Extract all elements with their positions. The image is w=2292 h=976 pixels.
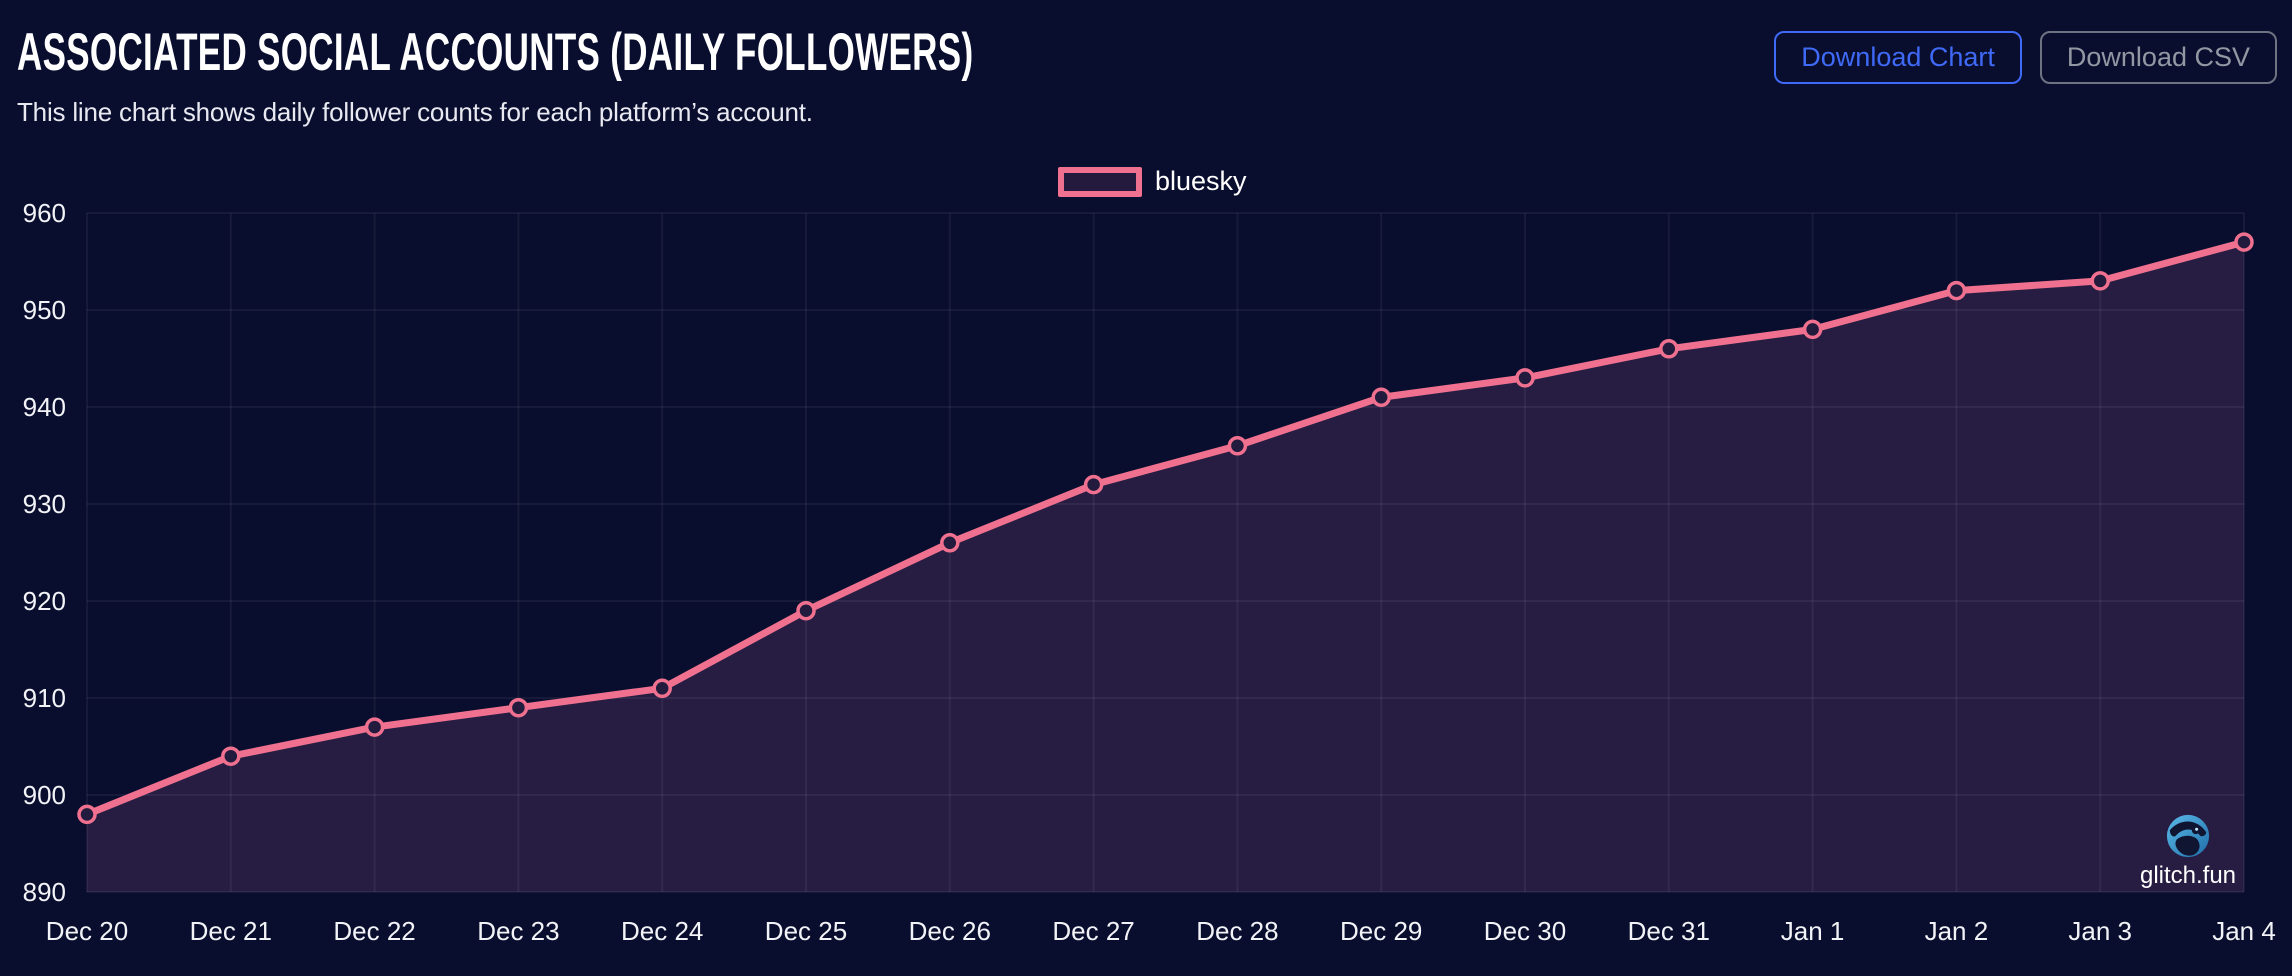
data-point[interactable] (1802, 319, 1823, 340)
x-axis-tick-label: Dec 24 (621, 916, 703, 946)
data-point[interactable] (1515, 368, 1535, 388)
x-axis-tick-label: Dec 20 (46, 916, 128, 946)
toolbar: Download Chart Download CSV (1774, 31, 2277, 84)
data-point[interactable] (2090, 271, 2110, 291)
y-axis-tick-label: 900 (23, 780, 66, 810)
page-title: ASSOCIATED SOCIAL ACCOUNTS (DAILY FOLLOW… (17, 23, 974, 82)
x-axis-tick-label: Dec 21 (190, 916, 272, 946)
data-point[interactable] (1227, 436, 1248, 456)
x-axis-tick-label: Dec 26 (909, 916, 991, 946)
x-axis-tick-label: Jan 2 (1925, 916, 1989, 946)
y-axis-tick-label: 960 (23, 198, 66, 228)
series-area-fill (87, 242, 2244, 893)
series-line-bluesky (83, 238, 2248, 818)
data-point[interactable] (221, 746, 241, 766)
legend-label: bluesky (1155, 166, 1247, 196)
x-axis-tick-label: Dec 27 (1052, 916, 1134, 946)
x-axis-tick-label: Dec 25 (765, 916, 847, 946)
data-point[interactable] (1946, 280, 1967, 301)
data-point[interactable] (2234, 232, 2254, 252)
x-axis-tick-label: Dec 31 (1628, 916, 1710, 946)
page-subtitle: This line chart shows daily follower cou… (17, 97, 813, 127)
data-point[interactable] (508, 697, 529, 718)
y-axis-tick-label: 950 (23, 295, 66, 325)
x-axis-tick-label: Dec 23 (477, 916, 559, 946)
glitch-fun-logo-icon (2166, 814, 2210, 858)
x-axis-tick-label: Dec 22 (333, 916, 415, 946)
chart-legend: bluesky (1058, 166, 1247, 197)
data-point[interactable] (940, 533, 960, 553)
data-point[interactable] (796, 600, 816, 621)
download-csv-button[interactable]: Download CSV (2039, 31, 2277, 84)
data-point[interactable] (1371, 387, 1391, 408)
legend-item-bluesky[interactable]: bluesky (1058, 166, 1247, 197)
data-point[interactable] (77, 804, 97, 825)
y-axis-tick-label: 920 (23, 586, 66, 616)
x-axis-tick-label: Jan 1 (1781, 916, 1845, 946)
watermark: glitch.fun (2128, 813, 2248, 890)
watermark-label: glitch.fun (2139, 862, 2237, 889)
y-axis-tick-label: 930 (23, 489, 66, 519)
y-axis-tick-label: 890 (23, 877, 66, 907)
x-axis-tick-label: Jan 3 (2068, 916, 2132, 946)
y-axis-tick-label: 910 (23, 683, 66, 713)
x-axis-tick-label: Jan 4 (2212, 916, 2276, 946)
data-point[interactable] (1659, 339, 1679, 359)
x-axis-tick-label: Dec 30 (1484, 916, 1566, 946)
legend-swatch-icon (1058, 166, 1142, 197)
data-point[interactable] (652, 678, 672, 699)
x-axis-tick-label: Dec 28 (1196, 916, 1278, 946)
x-axis-tick-label: Dec 29 (1340, 916, 1422, 946)
download-chart-button[interactable]: Download Chart (1774, 31, 2022, 84)
data-point[interactable] (364, 717, 385, 737)
y-axis-tick-label: 940 (23, 392, 66, 422)
data-point[interactable] (1083, 474, 1104, 495)
